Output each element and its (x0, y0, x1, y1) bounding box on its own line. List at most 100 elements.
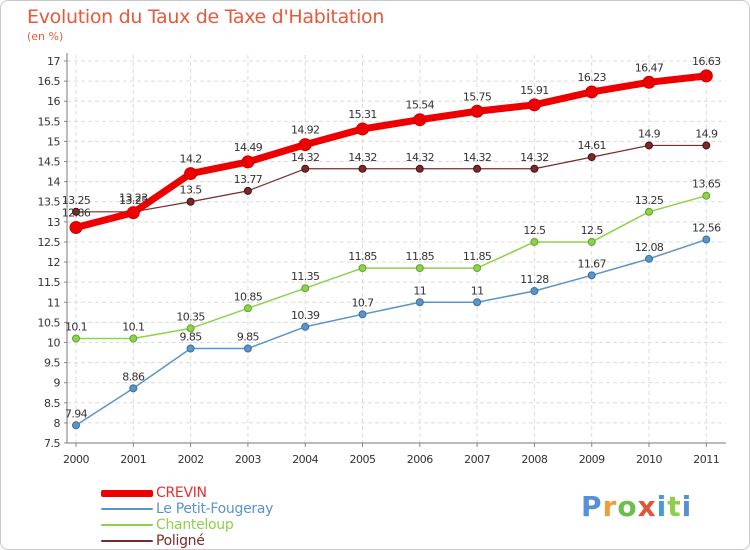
data-label: 10.1 (65, 320, 87, 333)
data-label: 13.5 (180, 184, 203, 197)
x-tick-label: 2000 (63, 453, 89, 466)
data-label: 14.9 (695, 127, 718, 140)
y-tick-label: 10.5 (38, 316, 61, 329)
chart-title: Evolution du Taux de Taxe d'Habitation (27, 6, 385, 28)
data-label: 13.65 (692, 178, 721, 191)
data-point (72, 334, 80, 343)
data-label: 14.9 (638, 127, 661, 140)
legend-swatch (101, 508, 153, 510)
data-point (129, 334, 138, 343)
data-point (301, 322, 310, 331)
data-point (69, 220, 83, 234)
logo-letter: t (667, 490, 682, 523)
y-tick-labels: 7.5 8 8.5 9 9.5 10 10.5 11 11.5 12 12.5 13 13.5 14 14.… (38, 55, 62, 450)
y-tick-label: 12 (47, 256, 60, 269)
x-tick-label: 2004 (292, 453, 318, 466)
data-point (645, 207, 653, 216)
legend-label: Poligné (156, 533, 205, 549)
data-point (184, 167, 198, 181)
data-point (587, 237, 596, 246)
x-tick-label: 2008 (521, 453, 547, 466)
y-tick-label: 13.5 (38, 196, 61, 209)
data-point (298, 138, 312, 152)
y-tick-label: 14 (47, 176, 60, 189)
data-point (301, 164, 310, 173)
y-tick-label: 11.5 (38, 276, 61, 289)
data-label: 15.31 (348, 108, 377, 121)
series-line (75, 144, 707, 213)
data-label: 15.75 (463, 90, 492, 103)
x-tick-label: 2009 (579, 453, 605, 466)
x-tick-labels: 2000 2001 2002 2003 2004 2005 2006 2007 2008 2009… (63, 453, 720, 466)
data-point (645, 254, 653, 263)
data-label: 12.5 (523, 224, 546, 237)
data-label: 15.54 (406, 99, 435, 112)
data-point (243, 344, 252, 353)
data-point (356, 122, 369, 136)
data-label: 11.85 (406, 250, 435, 263)
y-tick-label: 9.5 (44, 357, 60, 370)
data-point (473, 298, 482, 307)
data-label: 16.47 (635, 61, 664, 74)
legend-label: Le Petit-Fougeray (156, 501, 274, 517)
data-label: 13.25 (635, 194, 664, 207)
data-point (358, 164, 367, 173)
y-tick-label: 11 (47, 296, 60, 309)
x-tick-label: 2011 (693, 453, 719, 466)
series-crevin: 12.86 13.23 14.2 14.49 14.92 15.31 15.54 15.75 1… (62, 55, 722, 234)
data-label: 11 (471, 284, 484, 297)
data-point (587, 271, 596, 280)
data-point (645, 141, 653, 150)
data-point (642, 75, 656, 89)
data-point (241, 155, 255, 169)
series-line (72, 72, 710, 231)
series-chanteloup: 10.1 10.1 10.35 10.85 11.35 11.85 11.85 11.85 12… (65, 178, 722, 343)
x-tick-label: 2005 (350, 453, 376, 466)
data-point (702, 235, 711, 244)
legend-label: Chanteloup (156, 517, 234, 533)
data-point (585, 85, 599, 99)
series-line (75, 194, 708, 340)
y-tick-label: 15.5 (38, 115, 61, 128)
data-label: 12.08 (635, 241, 664, 254)
data-point (413, 113, 427, 127)
chart-subtitle: (en %) (27, 30, 64, 43)
data-point (126, 206, 140, 220)
data-point (415, 264, 424, 273)
data-point (587, 153, 596, 162)
data-label: 11.28 (520, 273, 549, 286)
y-tick-label: 17 (47, 55, 60, 68)
x-tick-label: 2007 (464, 453, 490, 466)
series-le-petit-fougeray: 7.94 8.86 9.85 9.85 10.39 10.7 11 11 11.28 11.67 1… (65, 222, 722, 430)
series-polign-: 13.25 13.25 13.5 13.77 14.32 14.32 14.32 14.32 1… (62, 127, 719, 216)
data-label: 14.32 (463, 151, 492, 164)
data-point (699, 69, 713, 83)
proxiti-logo: Proxiti (581, 490, 692, 523)
data-point (358, 310, 367, 319)
data-point (702, 141, 711, 150)
data-point (358, 264, 367, 273)
legend-swatch (101, 540, 153, 542)
logo-letter: r (602, 490, 618, 523)
data-label: 14.61 (577, 139, 606, 152)
logo-letter: P (581, 490, 603, 523)
data-point (186, 324, 195, 333)
data-point (186, 344, 195, 353)
data-label: 11.35 (291, 270, 320, 283)
data-point (72, 421, 80, 430)
y-tick-label: 7.5 (44, 437, 60, 450)
x-tick-label: 2006 (407, 453, 433, 466)
data-label: 11.85 (463, 250, 492, 263)
y-tick-label: 13 (47, 216, 60, 229)
data-point (473, 164, 482, 173)
y-tick-label: 16 (47, 95, 60, 108)
legend-swatch (101, 524, 153, 526)
data-point (415, 164, 424, 173)
x-tick-label: 2010 (636, 453, 662, 466)
data-label: 14.32 (291, 151, 320, 164)
x-tick-label: 2001 (120, 453, 146, 466)
data-label: 8.86 (122, 370, 145, 383)
data-label: 10.85 (234, 290, 263, 303)
data-label: 10.39 (291, 309, 320, 322)
